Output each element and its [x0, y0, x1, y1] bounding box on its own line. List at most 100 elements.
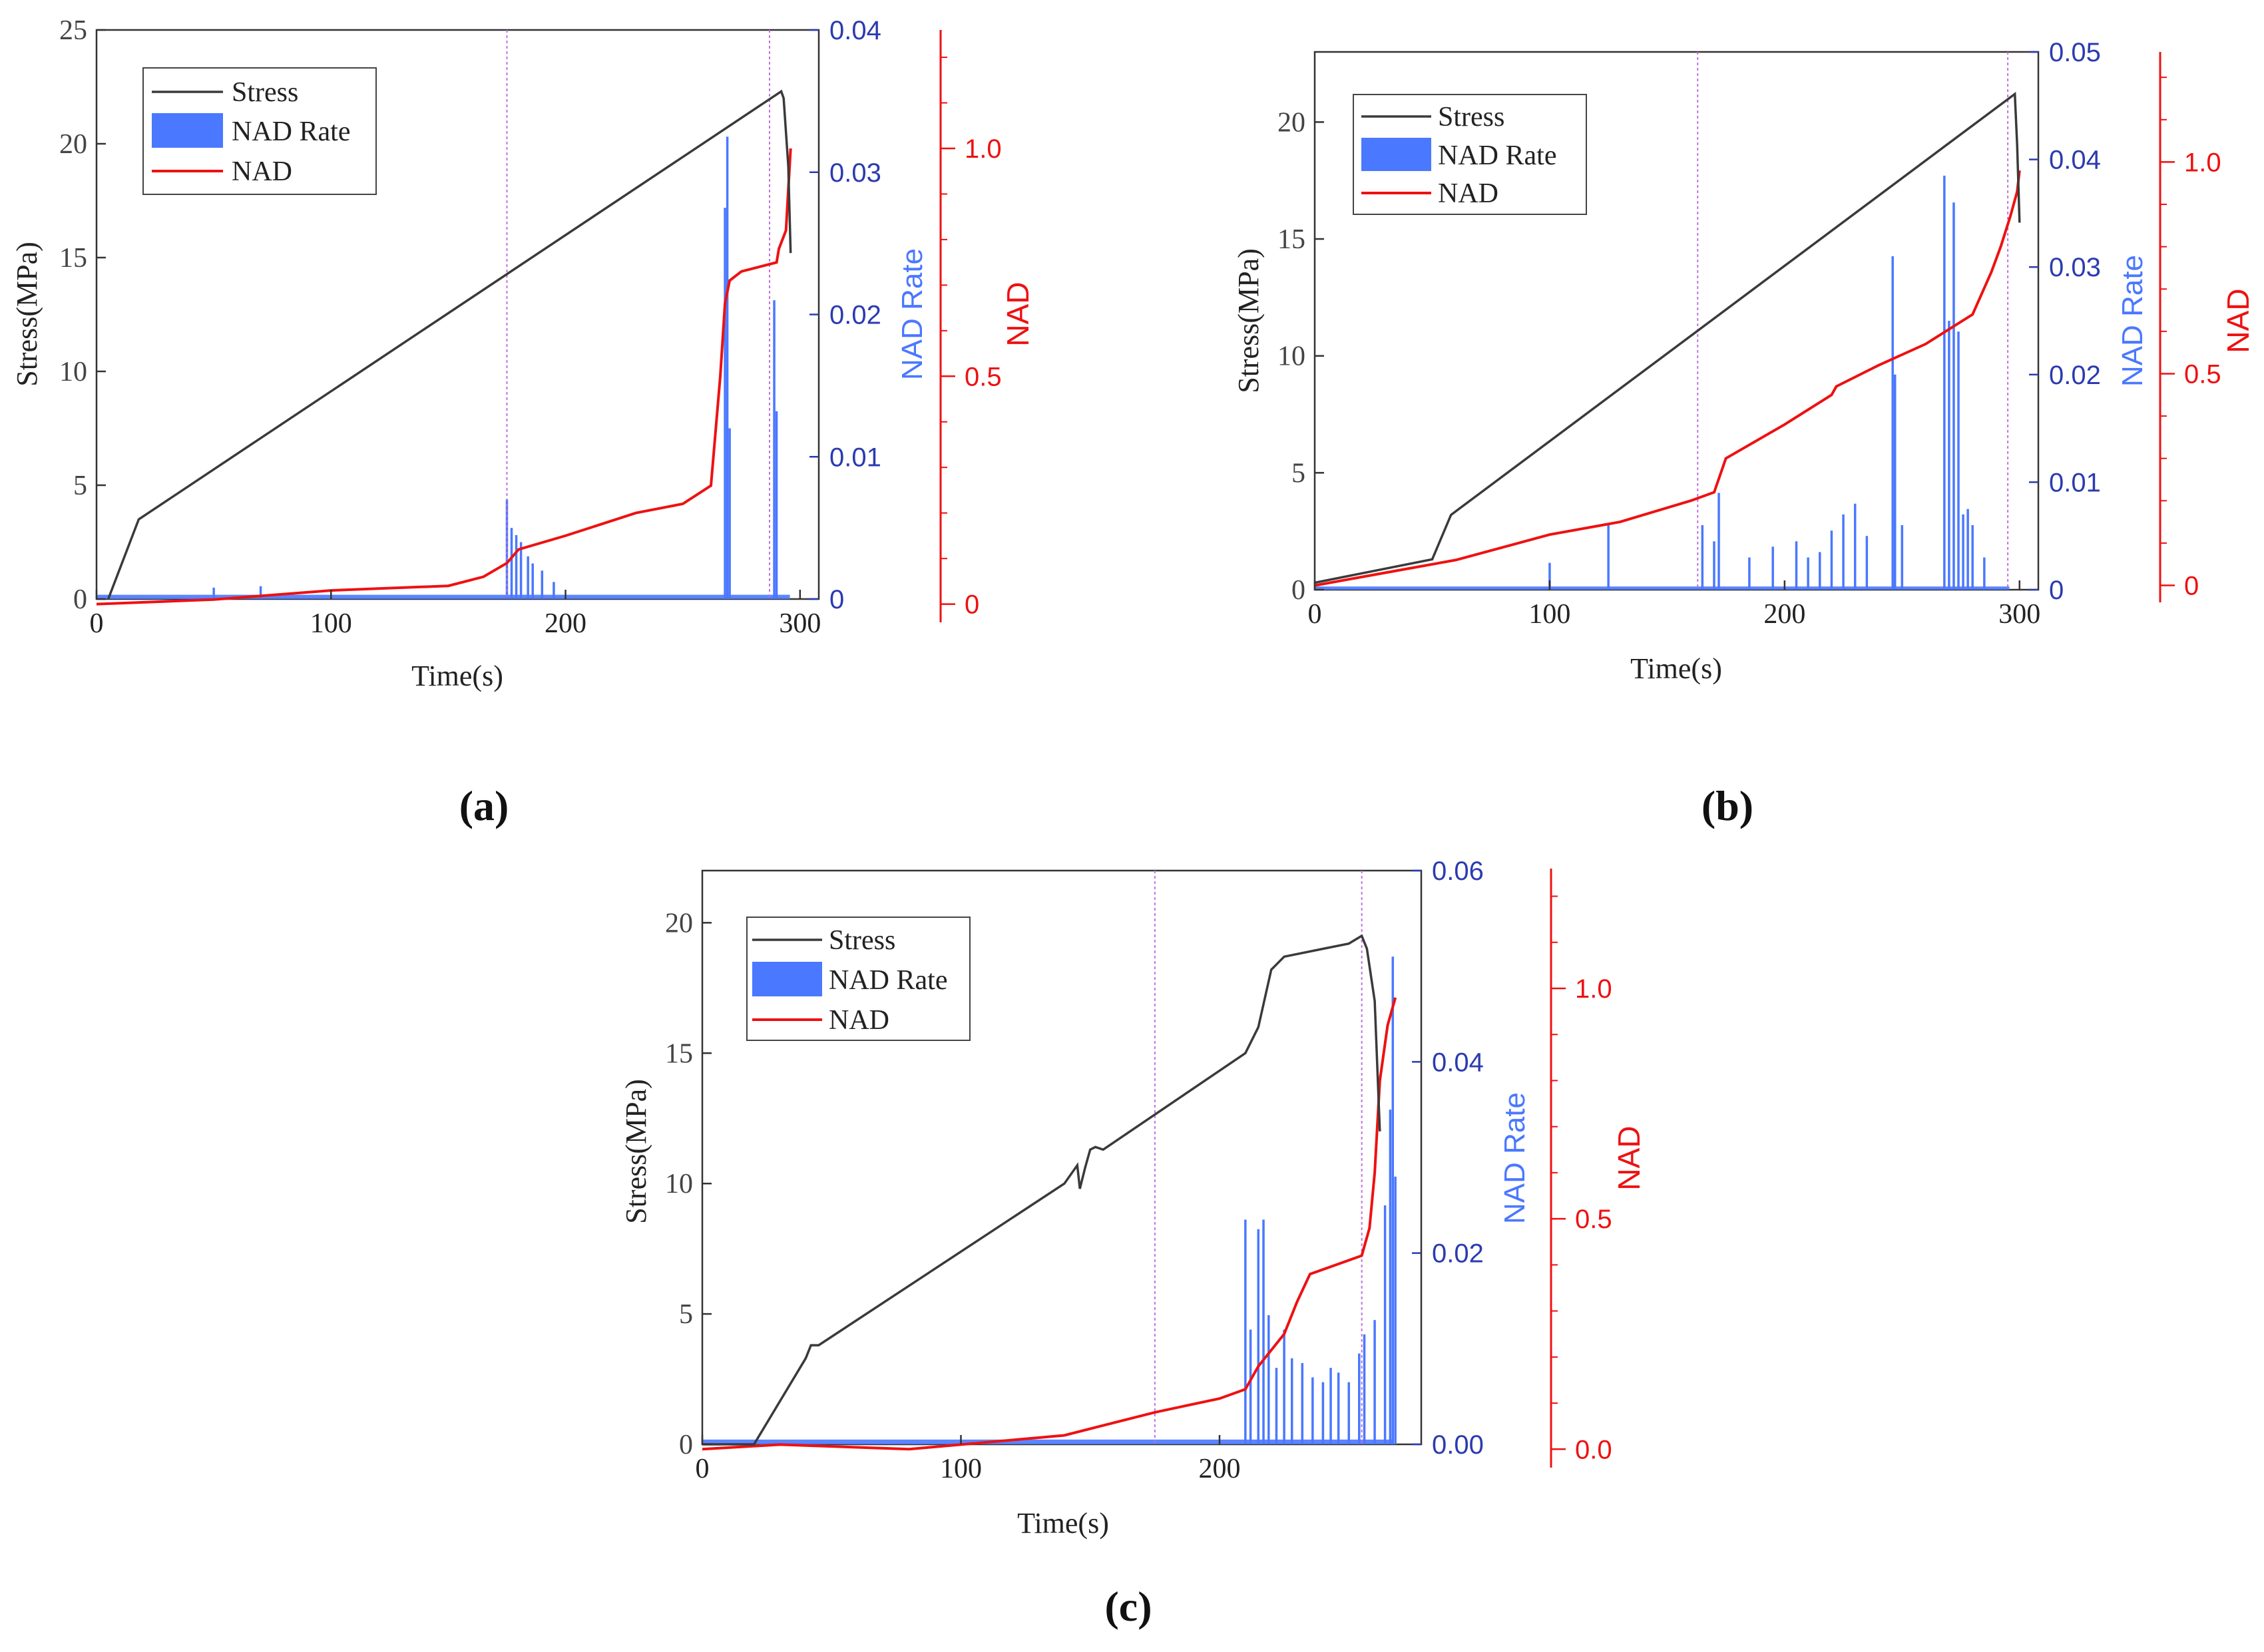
y-tick-label: 20	[1277, 107, 1305, 138]
nad-rate-series	[97, 136, 790, 599]
legend-label-stress: Stress	[232, 77, 298, 108]
nad-tick-label: 1.0	[965, 134, 1002, 164]
x-axis-label: Time(s)	[1630, 652, 1722, 685]
legend-nad-rate-swatch	[1361, 138, 1431, 171]
x-tick-label: 300	[1998, 599, 2040, 630]
nad-axis: 0.0 0.5 1.0	[1550, 869, 1612, 1468]
x-axis-ticks: 0 100 200	[696, 1435, 1240, 1484]
x-tick-label: 100	[1528, 599, 1570, 630]
y-tick-label: 10	[1277, 341, 1305, 372]
nad-rate-axis-ticks: 0 0.01 0.02 0.03 0.04	[809, 16, 881, 614]
nad-rate-tick-label: 0.04	[2049, 146, 2101, 175]
nad-tick-label: 1.0	[2184, 148, 2221, 177]
stress-series	[1314, 91, 2021, 584]
legend-label-nad-rate: NAD Rate	[1438, 140, 1556, 171]
x-tick-label: 200	[545, 608, 586, 639]
legend: Stress NAD Rate NAD	[746, 917, 971, 1041]
nad-rate-tick-label: 0.05	[2049, 38, 2101, 67]
y-axis-ticks: 0 5 10 15 20	[1277, 107, 1324, 606]
nad-rate-tick-label: 0.01	[2049, 468, 2101, 497]
legend-label-nad-rate: NAD Rate	[829, 965, 947, 996]
legend-nad-rate-swatch	[152, 113, 223, 148]
x-tick-label: 0	[1308, 599, 1322, 630]
y-axis-ticks: 0 5 10 15 20	[665, 908, 712, 1460]
nad-rate-tick-label: 0.04	[1432, 1048, 1484, 1077]
legend-label-nad: NAD	[829, 1005, 889, 1036]
nad-rate-tick-label: 0.01	[829, 443, 881, 472]
nad-rate-axis-label: NAD Rate	[2116, 255, 2149, 387]
nad-series	[1314, 170, 2021, 587]
stress-series	[107, 89, 792, 600]
nad-series	[702, 997, 1397, 1451]
nad-axis-label: NAD	[1001, 282, 1035, 346]
y-tick-label: 5	[1291, 458, 1305, 489]
nad-rate-series	[702, 956, 1397, 1444]
nad-rate-tick-label: 0.03	[829, 158, 881, 188]
nad-rate-tick-label: 0	[829, 585, 844, 614]
y-tick-label: 5	[73, 471, 87, 501]
y-tick-label: 0	[679, 1430, 693, 1460]
stage-guide-lines	[1697, 52, 2009, 590]
legend-label-nad: NAD	[232, 156, 292, 187]
chart-panel-c: 0 100 200 0 5 10 15 20 0.0 0 0.02 0.04 0.06 0.0 0.5…	[620, 857, 1646, 1630]
nad-series	[96, 148, 792, 606]
nad-tick-label: 0.5	[2184, 359, 2221, 389]
nad-rate-tick-label: 0.02	[2049, 361, 2101, 390]
stage-guide-lines	[506, 30, 771, 599]
y-tick-label: 15	[1277, 224, 1305, 255]
y-tick-label: 10	[59, 357, 87, 387]
nad-rate-tick-label: 0.02	[829, 301, 881, 330]
y-axis-ticks: 0 5 10 15 20 25	[59, 15, 106, 615]
nad-tick-label: 0	[2184, 572, 2199, 601]
stress-series	[702, 934, 1381, 1446]
nad-tick-label: 0.5	[1575, 1205, 1612, 1234]
nad-axis: 0 0.5 1.0	[2159, 52, 2221, 602]
y-tick-label: 15	[665, 1038, 693, 1069]
nad-rate-axis-label: NAD Rate	[896, 248, 929, 380]
nad-rate-tick-label: 0.02	[1432, 1239, 1484, 1269]
y-tick-label: 15	[59, 243, 87, 274]
y-tick-label: 25	[59, 15, 87, 46]
y-axis-label: Stress(MPa)	[620, 1079, 652, 1224]
legend-label-nad-rate: NAD Rate	[232, 116, 350, 147]
x-tick-label: 100	[310, 608, 352, 639]
y-tick-label: 0	[73, 584, 87, 615]
x-axis-ticks: 0 100 200 300	[90, 590, 821, 639]
y-axis-label: Stress(MPa)	[11, 242, 43, 387]
chart-panel-b: 0 100 200 300 0 5 10 15 20 0 0.01 0.02 0.03 0.04 0.0…	[1232, 38, 2255, 829]
nad-tick-label: 0	[965, 590, 979, 620]
legend: Stress NAD Rate NAD	[1353, 94, 1587, 215]
y-tick-label: 20	[665, 908, 693, 938]
y-tick-label: 10	[665, 1169, 693, 1199]
x-axis-label: Time(s)	[411, 660, 503, 692]
nad-rate-baseline	[702, 1439, 1393, 1444]
panel-label: (b)	[1701, 782, 1753, 829]
nad-rate-baseline	[1315, 586, 2010, 590]
x-axis-ticks: 0 100 200 300	[1308, 580, 2040, 630]
x-tick-label: 300	[779, 608, 821, 639]
nad-rate-baseline	[97, 594, 790, 599]
y-tick-label: 0	[1291, 575, 1305, 606]
legend-label-stress: Stress	[829, 925, 895, 956]
y-tick-label: 20	[59, 129, 87, 160]
panel-label: (c)	[1104, 1583, 1152, 1630]
nad-tick-label: 0.5	[965, 362, 1002, 391]
panel-label: (a)	[459, 782, 509, 829]
x-tick-label: 100	[940, 1454, 982, 1484]
nad-rate-tick-label: 0.06	[1432, 857, 1484, 886]
nad-rate-tick-label: 0.04	[829, 16, 881, 45]
nad-rate-tick-label: 0.03	[2049, 253, 2101, 282]
legend-label-nad: NAD	[1438, 178, 1498, 209]
nad-tick-label: 1.0	[1575, 974, 1612, 1004]
nad-tick-label: 0.0	[1575, 1435, 1612, 1464]
y-axis-label: Stress(MPa)	[1232, 248, 1265, 393]
legend: Stress NAD Rate NAD	[142, 67, 377, 195]
nad-rate-axis-label: NAD Rate	[1498, 1092, 1531, 1224]
legend-nad-rate-swatch	[752, 962, 822, 996]
y-tick-label: 5	[679, 1299, 693, 1330]
nad-rate-axis-ticks: 0.00 0.02 0.04 0.06	[1412, 857, 1484, 1460]
nad-axis-label: NAD	[1612, 1126, 1646, 1190]
nad-rate-series	[1315, 175, 2010, 590]
